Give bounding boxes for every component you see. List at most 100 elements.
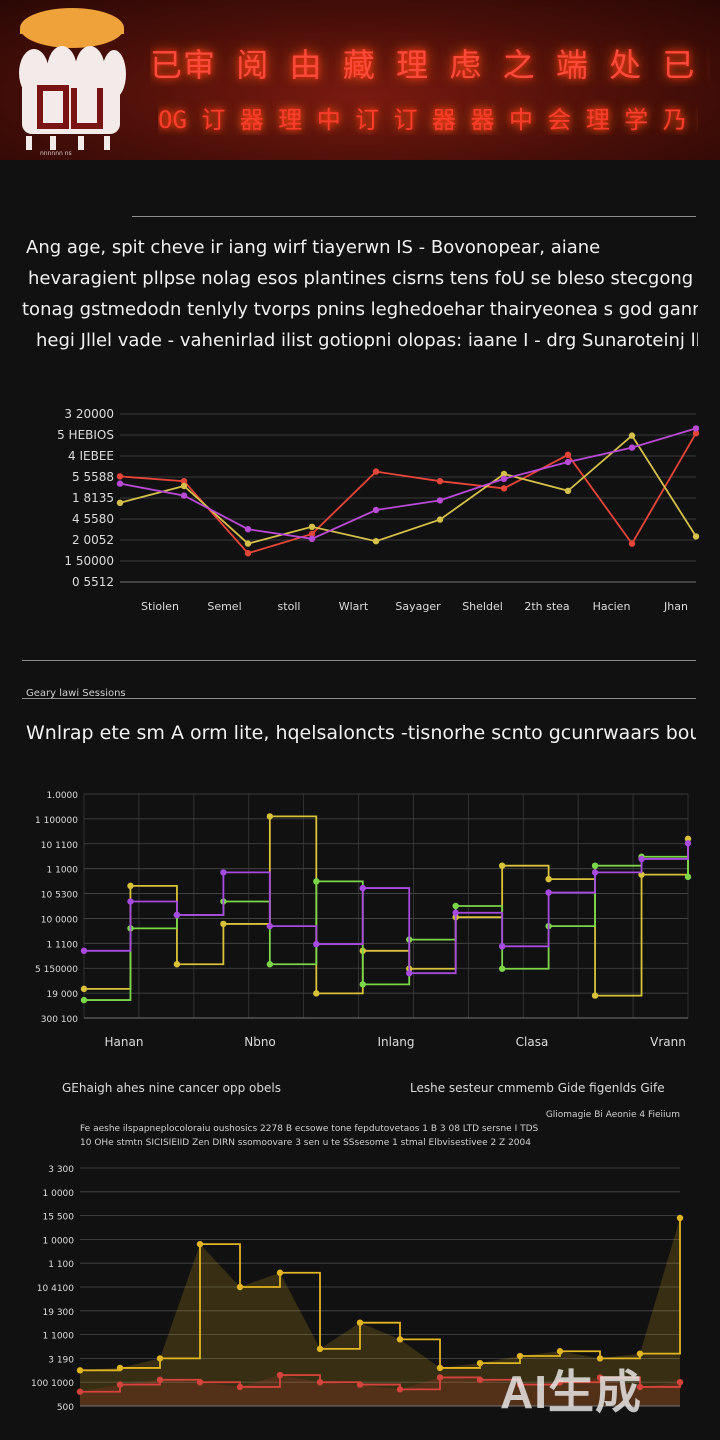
series-line-purple bbox=[84, 843, 689, 975]
data-point-gold bbox=[476, 1359, 484, 1367]
line-chart-2: 1.0000 1 100000 10 1100 1 1000 10 5300 10 000… bbox=[35, 791, 692, 1049]
data-point-purple bbox=[452, 909, 459, 916]
y-tick-label: 3 190 bbox=[48, 1355, 74, 1365]
data-point-purple bbox=[628, 444, 636, 451]
y-tick-label: 3 20000 bbox=[64, 407, 114, 421]
data-point-red bbox=[180, 478, 188, 485]
section-label: Geary lawi Sessions bbox=[26, 688, 126, 699]
data-point-purple bbox=[692, 425, 700, 432]
data-point-green bbox=[684, 873, 692, 881]
x-tick-label: Vrann bbox=[650, 1035, 686, 1049]
data-point-red bbox=[500, 485, 508, 492]
data-point-red bbox=[396, 1386, 404, 1393]
y-tick-label: 500 bbox=[57, 1403, 74, 1413]
data-point-red bbox=[372, 468, 380, 475]
data-point-red bbox=[196, 1379, 204, 1386]
data-point-purple bbox=[545, 889, 552, 896]
data-point-yellow bbox=[500, 470, 508, 478]
data-point-purple bbox=[266, 922, 274, 930]
data-point-gold bbox=[76, 1367, 84, 1374]
y-tick-label: 1 0000 bbox=[43, 1189, 75, 1199]
intro-line: hegi Jllel vade - vahenirlad ilist gotio… bbox=[36, 330, 698, 351]
data-point-yellow bbox=[220, 920, 227, 928]
y-tick-label: 0 5512 bbox=[72, 575, 114, 589]
data-point-red bbox=[156, 1376, 164, 1384]
data-point-purple bbox=[173, 911, 181, 919]
data-point-red bbox=[564, 451, 572, 458]
section-body-text: Wnlrap ete sm A orm lite, hqelsaloncts -… bbox=[26, 722, 696, 744]
data-point-yellow bbox=[313, 990, 320, 997]
chart3-note: 10 OHe stmtn SICISIEIID Zen DIRN ssomoov… bbox=[80, 1138, 531, 1148]
data-point-purple bbox=[591, 869, 599, 876]
data-point-purple bbox=[372, 506, 380, 514]
data-point-yellow bbox=[266, 813, 274, 820]
line-chart-1: 3 20000 5 HEBIOS 4 IEBEE 5 5588 1 8135 4 5580… bbox=[57, 407, 700, 613]
data-point-red bbox=[596, 1374, 604, 1381]
data-point-red bbox=[636, 1383, 644, 1391]
data-point-purple bbox=[359, 884, 366, 892]
intro-line: hevaragient pllpse nolag esos plantines … bbox=[28, 268, 694, 289]
divider bbox=[22, 660, 696, 661]
x-tick-label: Wlart bbox=[339, 600, 369, 613]
data-point-purple bbox=[638, 855, 645, 863]
chart3-legend-text: Gliomagie Bi Aeonie 4 Fieiium bbox=[545, 1110, 680, 1120]
y-tick-label: 100 1000 bbox=[31, 1379, 74, 1389]
x-tick-label: Hanan bbox=[105, 1035, 144, 1049]
data-point-red bbox=[436, 478, 444, 485]
data-point-purple bbox=[220, 869, 227, 876]
data-point-red bbox=[236, 1383, 244, 1391]
brand-logo bbox=[19, 8, 126, 150]
y-tick-label: 1 100 bbox=[48, 1260, 74, 1270]
ai-generated-watermark: AI生成 bbox=[500, 1366, 642, 1418]
data-point-yellow bbox=[564, 487, 572, 494]
y-tick-label: 15 500 bbox=[43, 1213, 75, 1223]
data-point-green bbox=[313, 878, 320, 885]
y-tick-label: 1 50000 bbox=[64, 554, 114, 568]
data-point-purple bbox=[313, 940, 320, 948]
data-point-red bbox=[116, 473, 124, 480]
intro-paragraph: Ang age, spit cheve ir iang wirf tiayerw… bbox=[22, 232, 698, 356]
data-point-yellow bbox=[498, 862, 506, 869]
y-tick-label: 5 5588 bbox=[72, 470, 114, 484]
series-line-green bbox=[84, 855, 689, 1001]
data-point-yellow bbox=[372, 538, 380, 545]
data-point-purple bbox=[80, 947, 88, 954]
data-point-red bbox=[676, 1379, 684, 1386]
data-point-gold bbox=[556, 1348, 564, 1355]
y-tick-label: 300 100 bbox=[41, 1015, 78, 1025]
intro-line: Ang age, spit cheve ir iang wirf tiayerw… bbox=[26, 237, 601, 258]
x-tick-label: Jhan bbox=[663, 600, 688, 613]
y-tick-label: 1 8135 bbox=[72, 491, 114, 505]
data-point-yellow bbox=[692, 533, 700, 540]
data-point-green bbox=[452, 902, 459, 910]
data-point-gold bbox=[276, 1269, 284, 1276]
x-tick-label: Nbno bbox=[244, 1035, 276, 1049]
banner-title: 已审 阅 由 藏 理 虑 之 端 处 已 图 度 由 U 乃 bbox=[150, 46, 710, 84]
data-point-purple bbox=[116, 480, 124, 487]
y-tick-label: 10 5300 bbox=[41, 891, 78, 901]
data-point-purple bbox=[180, 492, 188, 499]
data-point-red bbox=[516, 1381, 524, 1388]
data-point-red bbox=[244, 550, 252, 557]
data-point-green bbox=[80, 996, 88, 1004]
y-tick-label: 2 0052 bbox=[72, 533, 114, 547]
series-line-red bbox=[119, 432, 697, 555]
data-point-red bbox=[76, 1388, 84, 1395]
data-point-yellow bbox=[684, 835, 692, 842]
x-tick-label: Semel bbox=[207, 600, 241, 613]
data-point-purple bbox=[406, 970, 413, 977]
data-point-red bbox=[628, 540, 636, 547]
data-point-gold bbox=[316, 1345, 324, 1353]
x-tick-label: Sayager bbox=[395, 600, 441, 613]
series-line-gold bbox=[80, 1217, 681, 1372]
data-point-yellow bbox=[127, 882, 134, 890]
data-point-gold bbox=[436, 1364, 444, 1372]
data-point-purple bbox=[500, 475, 508, 482]
y-tick-label: 1.0000 bbox=[47, 791, 79, 801]
data-point-yellow bbox=[308, 523, 316, 530]
y-tick-label: 1 0000 bbox=[43, 1236, 75, 1246]
divider bbox=[132, 216, 696, 217]
y-tick-label: 5 HEBIOS bbox=[57, 428, 114, 442]
y-tick-label: 10 1100 bbox=[41, 841, 78, 851]
data-point-yellow bbox=[545, 875, 552, 883]
